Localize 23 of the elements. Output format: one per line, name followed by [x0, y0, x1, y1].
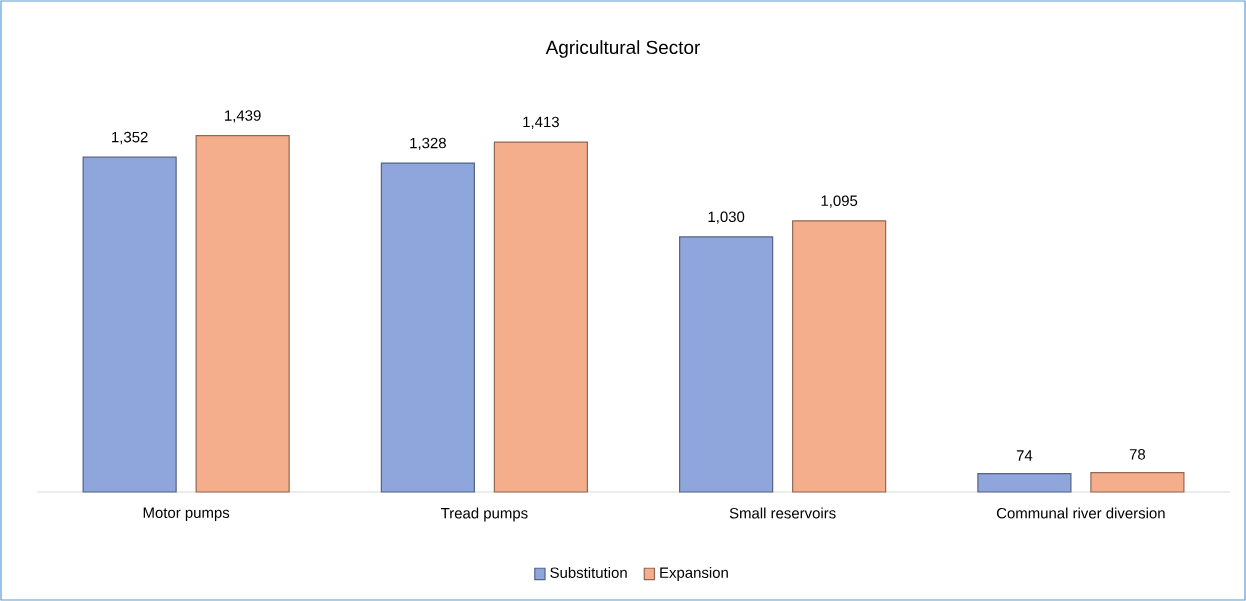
x-tick-label: Communal river diversion	[996, 507, 1165, 519]
legend-label: Expansion	[660, 567, 728, 581]
bar	[493, 141, 588, 493]
data-label: 1,352	[112, 131, 148, 145]
data-label: 1,413	[523, 116, 559, 130]
bar	[82, 156, 177, 493]
data-label: 1,030	[708, 211, 745, 224]
x-tick-label: Small reservoirs	[729, 507, 836, 519]
data-label: 74	[1016, 450, 1033, 461]
data-label: 1,328	[410, 137, 446, 151]
bar	[977, 473, 1072, 493]
bar	[792, 220, 887, 493]
bar	[195, 135, 290, 493]
x-tick-label: Motor pumps	[143, 507, 230, 521]
data-label: 78	[1129, 449, 1146, 460]
chart-title: Agricultural Sector	[545, 40, 700, 58]
bar	[1090, 472, 1185, 493]
x-tick-label: Tread pumps	[440, 507, 528, 522]
data-label: 1,095	[821, 195, 858, 208]
legend-label: Substitution	[550, 567, 627, 578]
bar	[380, 162, 475, 493]
bar	[679, 236, 774, 493]
data-label: 1,439	[225, 110, 261, 123]
